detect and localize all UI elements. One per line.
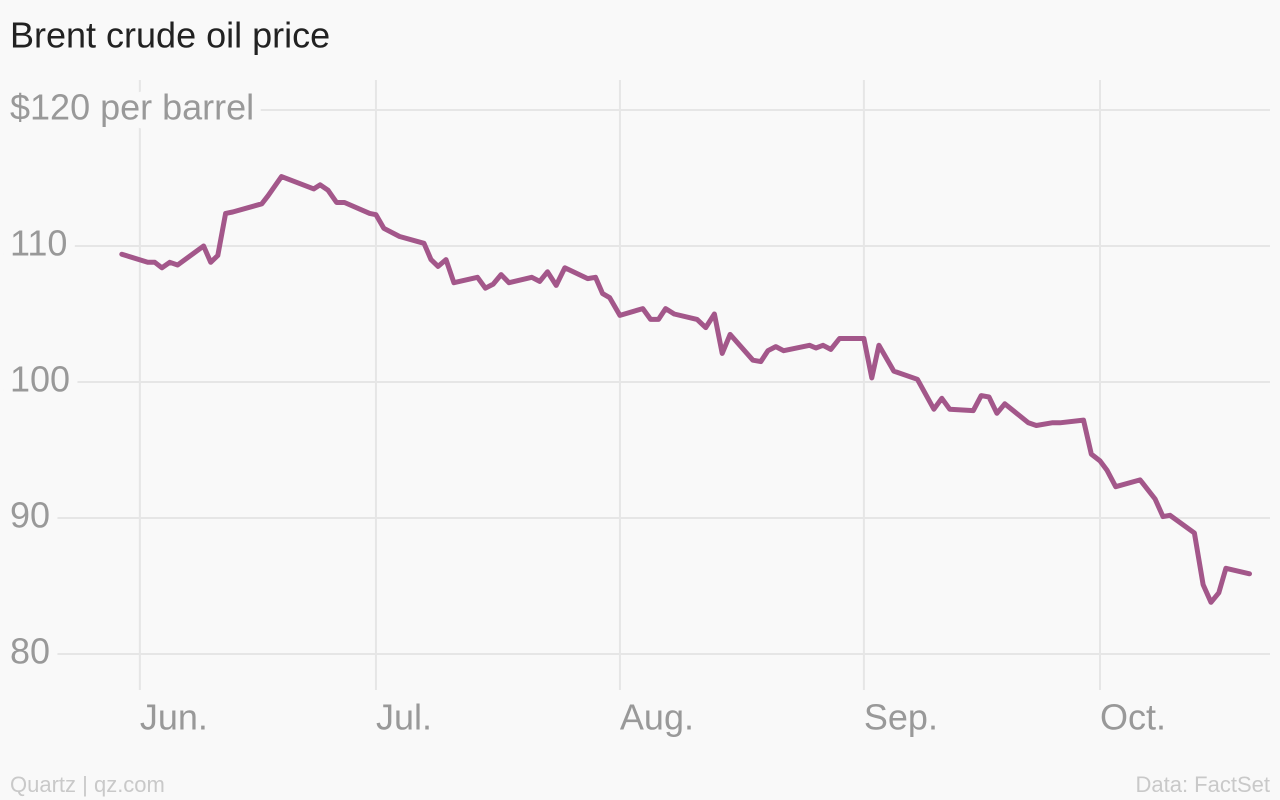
x-tick-label: Aug. — [620, 697, 694, 738]
y-tick-label: 80 — [10, 631, 50, 672]
x-tick-label: Jun. — [140, 697, 208, 738]
credit: Quartz | qz.com — [10, 772, 165, 797]
grid — [10, 80, 1270, 690]
y-tick-label: 100 — [10, 359, 70, 400]
chart-title: Brent crude oil price — [10, 15, 330, 56]
y-tick-label: $120 per barrel — [10, 87, 254, 128]
x-tick-label: Jul. — [376, 697, 432, 738]
y-tick-label: 110 — [10, 223, 67, 264]
x-tick-label: Sep. — [864, 697, 938, 738]
plot — [119, 174, 1252, 605]
tick-labels: Jun. Jul. Aug. Sep. Oct. 80 90 100 110 $120 per b… — [1, 78, 1175, 747]
x-tick-label: Oct. — [1100, 697, 1166, 738]
y-tick-label: 90 — [10, 495, 50, 536]
source: Data: FactSet — [1135, 772, 1270, 797]
price-line — [119, 174, 1252, 605]
